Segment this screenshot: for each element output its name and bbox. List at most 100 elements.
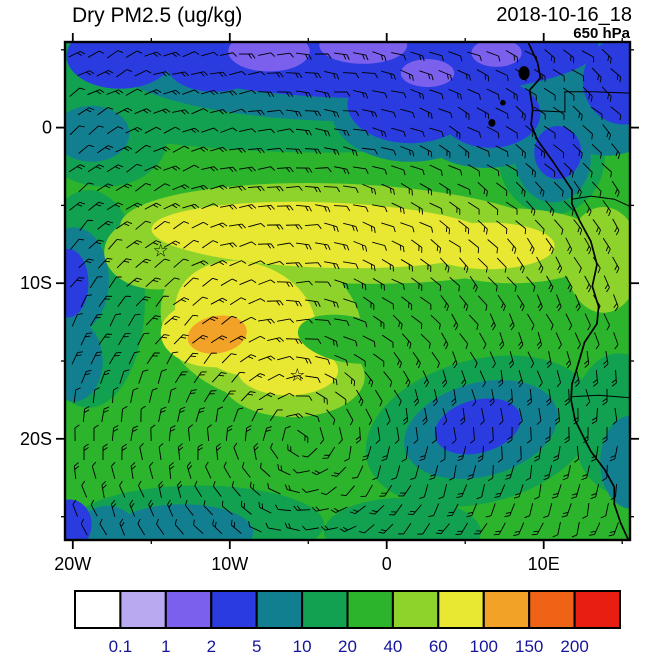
wind-barb-icon	[220, 278, 238, 286]
wind-barb-icon	[89, 276, 103, 289]
wind-barb-icon	[315, 242, 331, 251]
wind-barb-icon	[97, 220, 113, 230]
wind-barb-icon	[583, 426, 589, 444]
wind-barb-icon	[543, 87, 556, 101]
wind-barb-icon	[265, 522, 281, 531]
wind-barb-icon	[191, 221, 209, 229]
wind-barb-icon	[429, 127, 444, 137]
wind-barb-icon	[153, 108, 171, 114]
wind-barb-icon	[284, 522, 300, 531]
wind-barb-icon	[231, 371, 246, 383]
wind-barb-icon	[590, 484, 600, 500]
wind-barb-icon	[100, 369, 111, 384]
wind-barb-icon	[467, 164, 480, 177]
wind-barb-icon	[109, 352, 122, 365]
island	[488, 119, 496, 127]
wind-barb-icon	[410, 465, 420, 480]
wind-barb-icon	[429, 465, 439, 481]
wind-barb-icon	[613, 294, 619, 312]
wind-barb-icon	[79, 219, 94, 231]
wind-barb-icon	[381, 334, 394, 348]
wind-barb-icon	[545, 426, 551, 444]
wind-barb-icon	[74, 424, 80, 442]
wind-barb-icon	[355, 426, 361, 444]
wind-barb-icon	[611, 369, 617, 387]
wind-barb-icon	[297, 429, 309, 443]
x-axis-tick-label: 20W	[54, 554, 91, 574]
wind-barb-icon	[451, 427, 457, 444]
wind-barb-icon	[182, 127, 200, 134]
wind-barb-icon	[353, 240, 368, 252]
wind-barb-icon	[429, 51, 444, 61]
wind-barb-icon	[488, 426, 494, 444]
contour-region	[65, 499, 92, 540]
plot-border	[63, 40, 632, 542]
wind-barb-icon	[499, 332, 505, 350]
wind-barb-icon	[571, 522, 580, 538]
wind-barb-icon	[459, 295, 469, 311]
wind-barb-icon	[333, 91, 351, 97]
wind-barb-icon	[527, 313, 535, 331]
wind-barb-icon	[137, 332, 150, 346]
wind-barb-icon	[563, 162, 574, 178]
wind-barb-icon	[88, 201, 104, 211]
wind-barb-icon	[154, 220, 171, 230]
contour-region	[565, 207, 630, 313]
contour-region	[65, 249, 89, 318]
wind-barb-icon	[419, 70, 434, 81]
wind-barb-icon	[561, 503, 572, 518]
wind-barb-icon	[554, 219, 564, 235]
wind-barb-icon	[270, 442, 279, 459]
wind-barb-icon	[602, 388, 608, 406]
wind-barb-icon	[486, 51, 501, 62]
wind-barb-icon	[458, 144, 470, 159]
wind-barb-icon	[505, 50, 518, 63]
wind-barb-icon	[163, 240, 181, 248]
wind-barb-icon	[101, 481, 107, 498]
wind-barb-icon	[430, 314, 441, 330]
contour-region	[319, 42, 408, 64]
wind-barb-icon	[449, 201, 461, 215]
wind-barb-icon	[601, 464, 608, 482]
wind-barb-icon	[381, 222, 396, 233]
wind-barb-icon	[449, 277, 460, 292]
colorbar-cell	[346, 590, 394, 629]
contour-region	[323, 498, 481, 540]
wind-barb-icon	[381, 259, 394, 272]
wind-barb-icon	[563, 200, 574, 216]
wind-barb-icon	[68, 50, 86, 58]
wind-barb-icon	[260, 462, 271, 477]
wind-barb-icon	[417, 522, 431, 535]
wind-barb-icon	[451, 313, 459, 331]
wind-barb-icon	[343, 222, 359, 232]
wind-barb-icon	[296, 242, 312, 250]
wind-barb-icon	[314, 167, 332, 173]
wind-barb-icon	[487, 201, 499, 216]
wind-barb-icon	[546, 389, 552, 406]
wind-barb-icon	[203, 500, 214, 516]
wind-barb-icon	[135, 258, 151, 268]
wind-barb-icon	[486, 88, 500, 100]
wind-barb-icon	[419, 183, 433, 196]
wind-barb-icon	[99, 518, 108, 536]
wind-barb-icon	[210, 222, 228, 228]
colorbar-cell	[210, 590, 258, 629]
wind-barb-icon	[149, 461, 154, 479]
contour-region	[350, 308, 470, 358]
wind-barb-icon	[448, 239, 461, 253]
wind-barb-icon	[330, 506, 348, 513]
wind-barb-icon	[183, 277, 199, 288]
wind-barb-icon	[603, 275, 610, 293]
wind-barb-icon	[438, 144, 451, 158]
wind-barb-icon	[402, 407, 409, 425]
wind-barb-icon	[534, 181, 545, 197]
wind-barb-icon	[293, 505, 311, 511]
colorbar-cell	[74, 590, 122, 629]
wind-barb-icon	[476, 107, 490, 120]
wind-barb-icon	[266, 224, 284, 230]
wind-barb-icon	[107, 50, 124, 59]
wind-barb-icon	[69, 201, 86, 211]
wind-barb-icon	[457, 106, 470, 120]
wind-barb-icon	[573, 256, 582, 274]
wind-barb-icon	[324, 335, 338, 347]
